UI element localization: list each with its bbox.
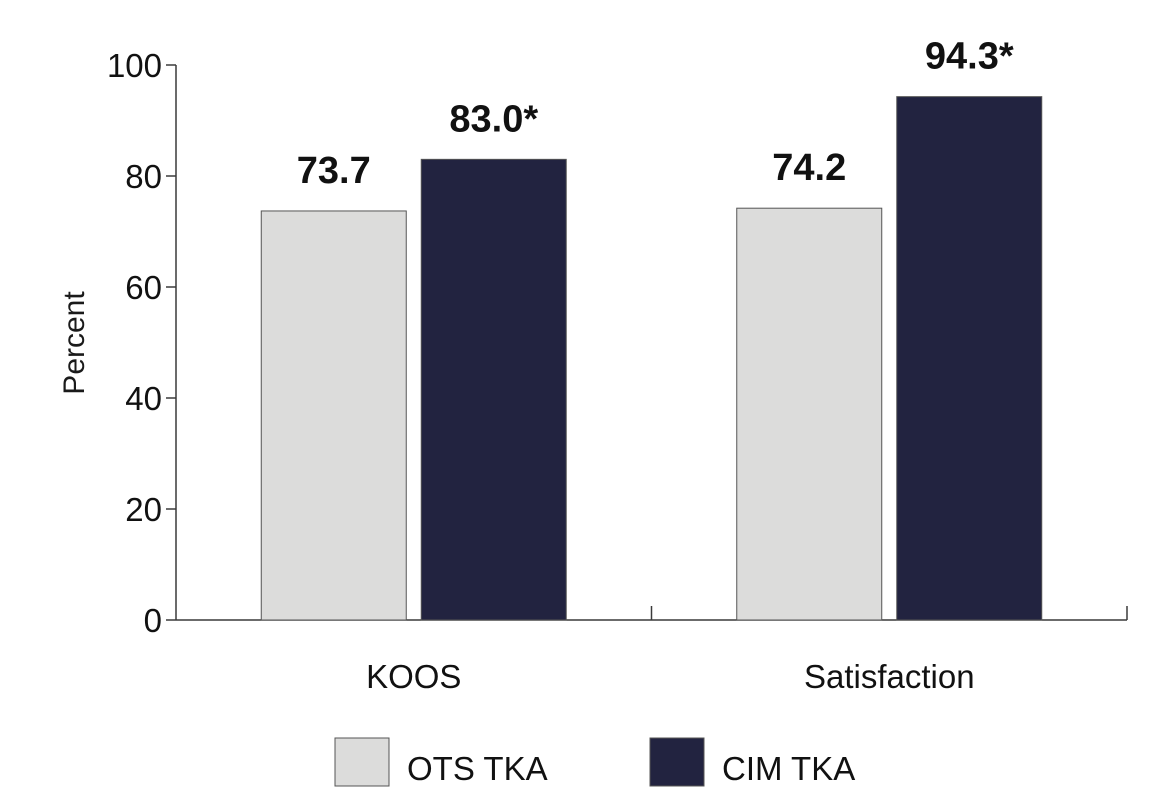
x-tick-label: Satisfaction (804, 658, 975, 695)
bar (896, 96, 1043, 621)
legend-swatch (649, 737, 705, 787)
y-tick-label: 60 (125, 269, 162, 306)
bar-value-label: 74.2 (772, 147, 846, 189)
y-tick-label: 20 (125, 491, 162, 528)
bar (420, 158, 567, 621)
y-tick-label: 100 (107, 47, 162, 84)
legend-label: CIM TKA (722, 750, 855, 787)
bar-value-label: 83.0* (449, 98, 538, 140)
data-labels: KOOS Satisfaction 73.7 74.2 83.0* 94.3* (297, 36, 1014, 695)
bars (260, 96, 1043, 621)
bar-value-label: 73.7 (297, 150, 371, 192)
y-axis-label: Percent (58, 291, 91, 395)
y-tick-label: 0 (144, 602, 162, 639)
legend-swatch (334, 737, 390, 787)
y-tick-label: 80 (125, 158, 162, 195)
x-tick-label: KOOS (366, 658, 461, 695)
y-tick-label: 40 (125, 380, 162, 417)
bar-value-label: 94.3* (925, 36, 1014, 78)
legend-label: OTS TKA (407, 750, 548, 787)
legend: OTS TKA CIM TKA (334, 737, 855, 787)
bar (736, 207, 883, 621)
bar (260, 210, 407, 621)
